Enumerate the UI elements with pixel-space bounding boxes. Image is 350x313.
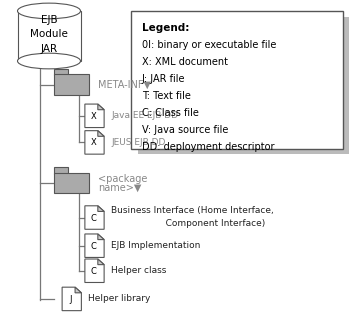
Text: Business Interface (Home Interface,: Business Interface (Home Interface, <box>111 206 274 215</box>
Polygon shape <box>98 131 104 136</box>
Text: C: Class file: C: Class file <box>142 108 199 118</box>
Polygon shape <box>98 234 104 240</box>
Polygon shape <box>98 104 104 110</box>
FancyBboxPatch shape <box>131 11 343 149</box>
Ellipse shape <box>18 53 80 69</box>
Text: JEUS EJB DD: JEUS EJB DD <box>111 138 166 147</box>
Bar <box>18 11 80 61</box>
Polygon shape <box>85 104 104 128</box>
Text: C: C <box>91 242 97 251</box>
Polygon shape <box>85 234 104 257</box>
Text: EJB Implementation: EJB Implementation <box>111 241 201 250</box>
Ellipse shape <box>18 3 80 19</box>
Text: C: C <box>91 213 97 223</box>
Text: EJB
Module
JAR: EJB Module JAR <box>30 15 68 54</box>
Text: META-INF▼: META-INF▼ <box>98 80 151 90</box>
Bar <box>54 74 89 95</box>
Polygon shape <box>85 131 104 154</box>
Text: X: XML document: X: XML document <box>142 57 228 67</box>
Text: Helper library: Helper library <box>88 295 151 303</box>
Bar <box>54 173 89 193</box>
Text: 0I: binary or executable file: 0I: binary or executable file <box>142 40 276 50</box>
Text: <package: <package <box>98 174 147 184</box>
Text: V: Java source file: V: Java source file <box>142 125 228 135</box>
Polygon shape <box>62 287 81 310</box>
Text: Component Interface): Component Interface) <box>111 219 265 228</box>
Bar <box>54 69 68 75</box>
Text: name>▼: name>▼ <box>98 183 141 193</box>
Text: DD: deployment descriptor: DD: deployment descriptor <box>142 142 274 152</box>
Text: Java EE EJB DD: Java EE EJB DD <box>111 111 178 120</box>
Text: T: Text file: T: Text file <box>142 91 191 101</box>
Text: X: X <box>91 138 97 147</box>
Polygon shape <box>75 287 81 293</box>
Text: X: X <box>91 112 97 121</box>
Text: J: J <box>70 295 72 304</box>
Text: J: JAR file: J: JAR file <box>142 74 185 84</box>
Polygon shape <box>98 206 104 212</box>
Polygon shape <box>85 206 104 229</box>
Bar <box>54 167 68 173</box>
Polygon shape <box>85 259 104 282</box>
Text: Legend:: Legend: <box>142 23 189 33</box>
FancyBboxPatch shape <box>138 17 349 154</box>
Text: Helper class: Helper class <box>111 266 167 275</box>
Polygon shape <box>98 259 104 264</box>
Text: C: C <box>91 267 97 276</box>
